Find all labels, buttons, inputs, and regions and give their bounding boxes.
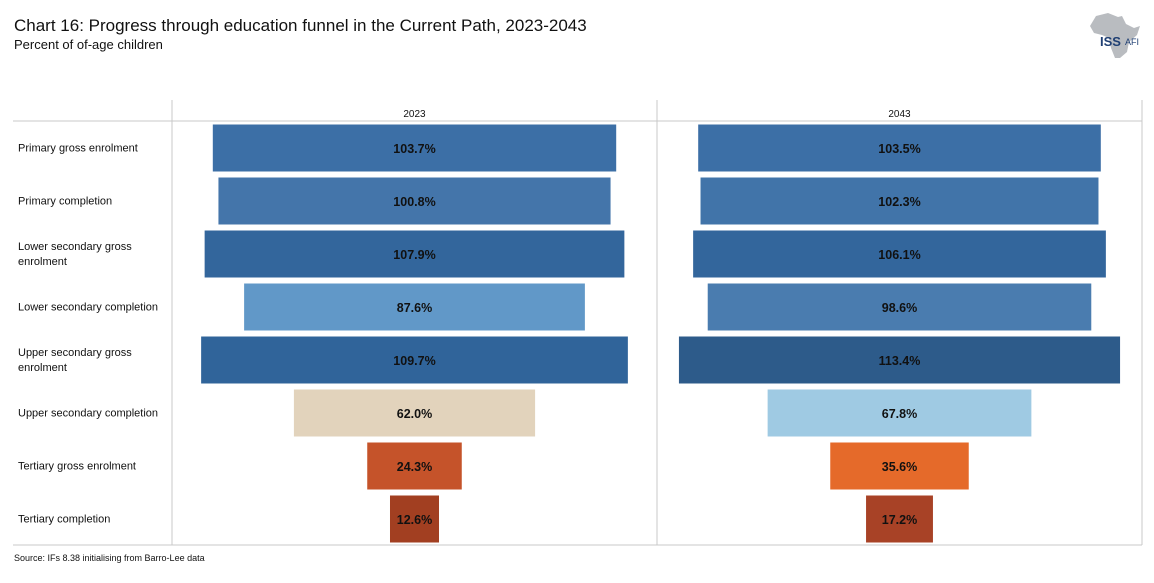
panel-header: 2043: [888, 109, 911, 120]
panel-header: 2023: [403, 109, 426, 120]
funnel-bar: [830, 442, 969, 490]
category-label: Upper secondary completion: [18, 408, 158, 420]
bar-value-label: 24.3%: [397, 460, 432, 474]
category-label-line: enrolment: [18, 256, 67, 268]
bar-value-label: 106.1%: [878, 248, 920, 262]
bar-value-label: 12.6%: [397, 513, 432, 527]
funnel-bar: [700, 177, 1099, 225]
bar-value-label: 103.5%: [878, 142, 920, 156]
category-label: Primary gross enrolment: [18, 143, 138, 155]
bar-value-label: 113.4%: [879, 354, 921, 368]
africa-map-icon: [1090, 13, 1140, 58]
bar-value-label: 103.7%: [393, 142, 435, 156]
funnel-bar: [204, 230, 625, 278]
category-label-line: Tertiary gross enrolment: [18, 461, 136, 473]
category-label-line: Upper secondary gross: [18, 347, 132, 359]
category-label: Tertiary gross enrolment: [18, 461, 136, 473]
bar-value-label: 100.8%: [393, 195, 435, 209]
category-label-line: Primary completion: [18, 196, 112, 208]
bar-value-label: 67.8%: [882, 407, 917, 421]
funnel-bar: [693, 230, 1106, 278]
funnel-bar: [218, 177, 611, 225]
funnel-bar: [678, 336, 1121, 384]
funnel-bar: [244, 283, 585, 331]
chart-subtitle: Percent of of-age children: [14, 37, 163, 52]
bar-value-label: 102.3%: [878, 195, 920, 209]
bar-value-label: 87.6%: [397, 301, 432, 315]
category-label-line: Upper secondary completion: [18, 408, 158, 420]
funnel-bar: [707, 283, 1092, 331]
category-label-line: Tertiary completion: [18, 514, 110, 526]
bar-value-label: 98.6%: [882, 301, 917, 315]
logo-sub: AFI: [1125, 37, 1140, 47]
category-label-line: Lower secondary completion: [18, 302, 158, 314]
category-label: Primary completion: [18, 196, 112, 208]
category-label: Lower secondary completion: [18, 302, 158, 314]
bar-value-label: 62.0%: [397, 407, 432, 421]
category-label: Tertiary completion: [18, 514, 110, 526]
funnel-bar: [212, 124, 617, 172]
funnel-bar: [367, 442, 462, 490]
funnel-bar: [698, 124, 1101, 172]
chart-title: Chart 16: Progress through education fun…: [14, 16, 587, 35]
source-note: Source: IFs 8.38 initialising from Barro…: [14, 553, 205, 563]
category-label-line: enrolment: [18, 362, 67, 374]
bar-value-label: 17.2%: [882, 513, 917, 527]
category-label-line: Lower secondary gross: [18, 241, 132, 253]
category-label: Lower secondary gross enrolment: [18, 241, 132, 268]
bar-value-label: 109.7%: [393, 354, 435, 368]
funnel-bar: [866, 495, 933, 543]
logo-brand: ISS: [1100, 34, 1121, 49]
funnel-bar: [293, 389, 536, 437]
funnel-bar: [767, 389, 1032, 437]
category-label: Upper secondary gross enrolment: [18, 347, 132, 374]
category-label-line: Primary gross enrolment: [18, 143, 138, 155]
bar-value-label: 107.9%: [393, 248, 435, 262]
bar-value-label: 35.6%: [882, 460, 917, 474]
funnel-bar: [389, 495, 440, 543]
funnel-bar: [201, 336, 628, 384]
